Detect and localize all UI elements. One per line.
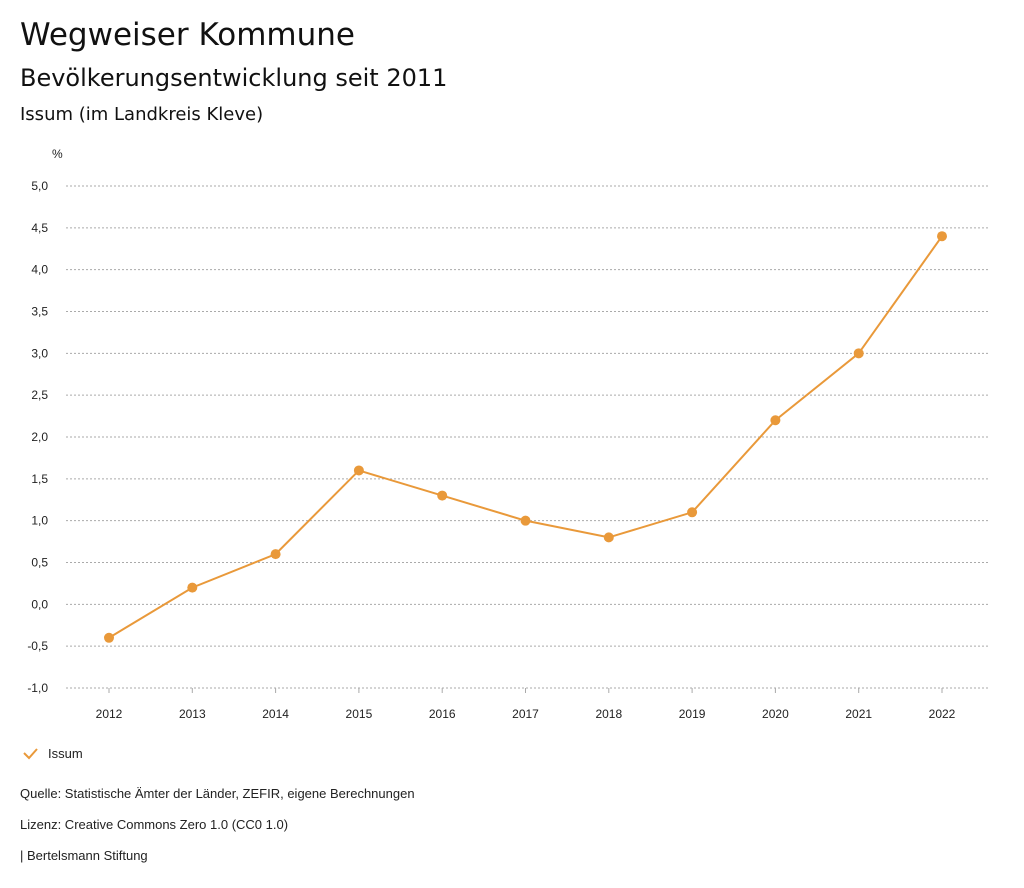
x-tick-label: 2021 bbox=[845, 707, 872, 721]
y-axis-unit-label: % bbox=[52, 147, 63, 161]
line-chart: % 5,0 4,5 4,0 3,5 3,0 2,5 2,0 1,5 1,0 0,5 0,0 -0,5 -… bbox=[27, 147, 990, 721]
x-tick-label: 2022 bbox=[929, 707, 956, 721]
series-line-layer bbox=[108, 235, 943, 639]
page-title: Wegweiser Kommune bbox=[20, 17, 355, 53]
legend-label-issum: Issum bbox=[48, 745, 83, 761]
x-tick-label: 2018 bbox=[595, 707, 622, 721]
legend-check-icon bbox=[23, 748, 38, 760]
series-line-issum bbox=[108, 235, 943, 639]
data-point-2013[interactable] bbox=[187, 582, 198, 593]
data-point-2018[interactable] bbox=[603, 532, 614, 543]
y-tick-label: 3,0 bbox=[31, 346, 48, 360]
legend[interactable]: Issum bbox=[20, 745, 83, 761]
y-tick-label: 4,5 bbox=[31, 221, 48, 235]
x-tick-label: 2017 bbox=[512, 707, 539, 721]
y-tick-labels: 5,0 4,5 4,0 3,5 3,0 2,5 2,0 1,5 1,0 0,5 0,0 -0,5 -1,… bbox=[27, 179, 48, 695]
data-point-2015[interactable] bbox=[353, 465, 364, 476]
data-point-2016[interactable] bbox=[437, 490, 448, 501]
x-tick-label: 2019 bbox=[679, 707, 706, 721]
data-point-2012[interactable] bbox=[104, 632, 114, 643]
y-tick-label: -0,5 bbox=[27, 639, 48, 653]
data-point-2022[interactable] bbox=[937, 231, 947, 242]
y-tick-label: -1,0 bbox=[27, 681, 48, 695]
location-label: Issum (im Landkreis Kleve) bbox=[20, 104, 264, 125]
y-tick-label: 2,5 bbox=[31, 388, 48, 402]
x-tick-label: 2012 bbox=[96, 707, 123, 721]
x-tick-label: 2015 bbox=[346, 707, 373, 721]
data-point-2017[interactable] bbox=[520, 515, 531, 526]
y-tick-label: 4,0 bbox=[31, 263, 48, 277]
x-tick-label: 2016 bbox=[429, 707, 456, 721]
license-note: Lizenz: Creative Commons Zero 1.0 (CC0 1… bbox=[20, 817, 289, 832]
y-tick-label: 3,5 bbox=[31, 305, 48, 319]
y-tick-label: 0,0 bbox=[31, 597, 48, 611]
y-tick-label: 1,5 bbox=[31, 472, 48, 486]
x-tick-label: 2020 bbox=[762, 707, 789, 721]
series-points-layer bbox=[104, 231, 947, 643]
data-point-2014[interactable] bbox=[270, 549, 281, 560]
y-tick-label: 0,5 bbox=[31, 556, 48, 570]
data-point-2019[interactable] bbox=[687, 507, 698, 518]
x-tick-label: 2013 bbox=[179, 707, 206, 721]
x-tick-labels: 2012 2013 2014 2015 2016 2017 2018 2019 2020 2021… bbox=[96, 688, 956, 721]
chart-subtitle: Bevölkerungsentwicklung seit 2011 bbox=[20, 64, 448, 92]
source-note: Quelle: Statistische Ämter der Länder, Z… bbox=[20, 786, 415, 801]
x-tick-label: 2014 bbox=[262, 707, 289, 721]
y-tick-label: 5,0 bbox=[31, 179, 48, 193]
y-tick-label: 1,0 bbox=[31, 514, 48, 528]
data-point-2020[interactable] bbox=[770, 415, 781, 426]
y-tick-label: 2,0 bbox=[31, 430, 48, 444]
grid-layer bbox=[66, 185, 990, 689]
data-point-2021[interactable] bbox=[853, 348, 864, 359]
publisher-note: | Bertelsmann Stiftung bbox=[20, 848, 148, 863]
